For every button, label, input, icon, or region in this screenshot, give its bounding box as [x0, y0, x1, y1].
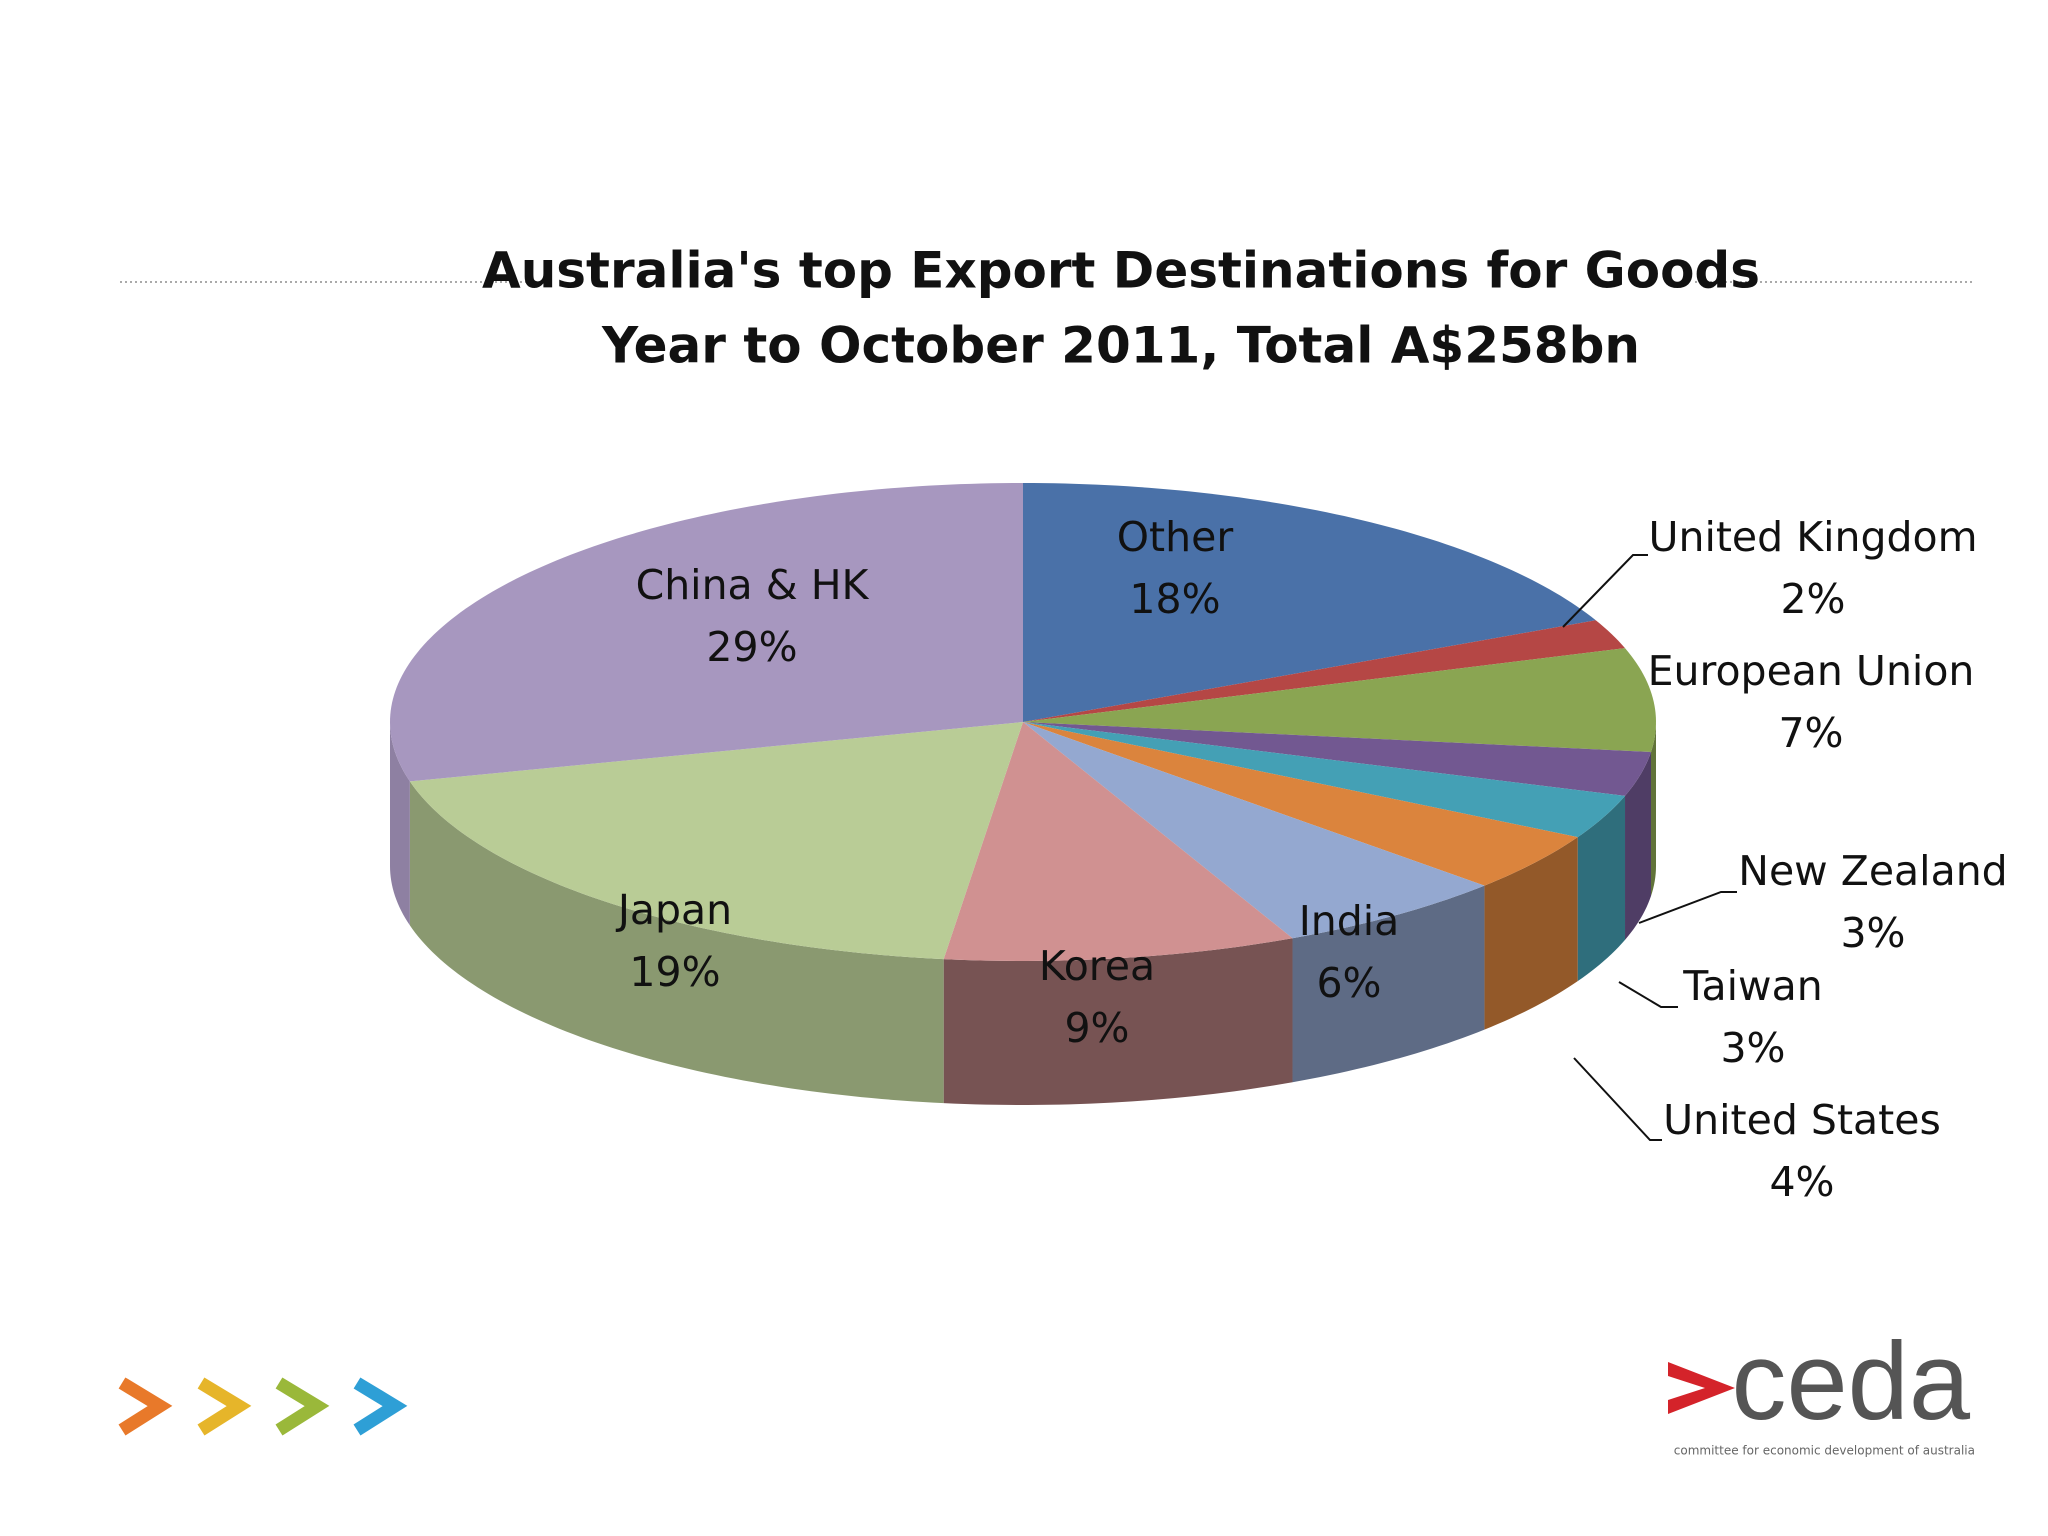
- slice-label: European Union: [1648, 647, 1975, 695]
- slice-label: United States: [1663, 1096, 1941, 1144]
- pie-slice: [409, 722, 1024, 960]
- pie-slice: [1023, 620, 1626, 722]
- pie-slice-side: [1484, 837, 1578, 1030]
- chevrons: [118, 1377, 408, 1436]
- pie-slice: [1023, 722, 1578, 886]
- pie-slice: [1023, 483, 1596, 722]
- leader-line: [1638, 891, 1737, 924]
- slice-label: Japan: [615, 886, 732, 934]
- pie-slice: [390, 483, 1024, 782]
- slice-label: India: [1299, 897, 1400, 945]
- logo-mark: [1668, 1362, 1735, 1414]
- logo-tagline: committee for economic development of au…: [1674, 1444, 1975, 1458]
- slice-value-label: 3%: [1720, 1024, 1785, 1072]
- pie-slice-side: [390, 722, 410, 926]
- leader-line: [1618, 981, 1678, 1008]
- pie-slice: [1023, 722, 1652, 796]
- pie-slice: [1023, 722, 1626, 838]
- slice-label: China & HK: [636, 561, 870, 609]
- leader-line: [1562, 554, 1648, 628]
- slice-label: Other: [1117, 513, 1234, 561]
- logo-name: ceda: [1731, 1320, 1970, 1443]
- slice-label: Korea: [1039, 942, 1155, 990]
- slice-value-label: 9%: [1064, 1004, 1129, 1052]
- slice-label: United Kingdom: [1648, 513, 1977, 561]
- slice-value-label: 19%: [629, 948, 720, 996]
- pie-slice: [1023, 648, 1656, 752]
- pie-slice-side: [943, 938, 1293, 1105]
- slice-value-label: 7%: [1778, 709, 1843, 757]
- pie-slice-side: [409, 781, 944, 1104]
- pie-slice: [1023, 722, 1485, 939]
- pie-slice: [943, 722, 1293, 961]
- slice-value-label: 6%: [1316, 959, 1381, 1007]
- chart-subtitle: Year to October 2011, Total A$258bn: [601, 317, 1640, 375]
- pie-slice-side: [1577, 795, 1626, 982]
- leader-line: [1573, 1057, 1662, 1141]
- slice-value-label: 18%: [1129, 575, 1220, 623]
- slice-label: Taiwan: [1682, 962, 1822, 1010]
- slice-value-label: 4%: [1769, 1158, 1834, 1206]
- slice-value-label: 29%: [706, 623, 797, 671]
- chart-title: Australia's top Export Destinations for …: [482, 242, 1760, 300]
- slice-value-label: 2%: [1780, 575, 1845, 623]
- slice-value-label: 3%: [1840, 909, 1905, 957]
- pie-slice-side: [1651, 722, 1656, 896]
- pie-slice-side: [1292, 885, 1485, 1083]
- pie-slice-side: [1625, 751, 1652, 940]
- slice-label: New Zealand: [1738, 847, 2007, 895]
